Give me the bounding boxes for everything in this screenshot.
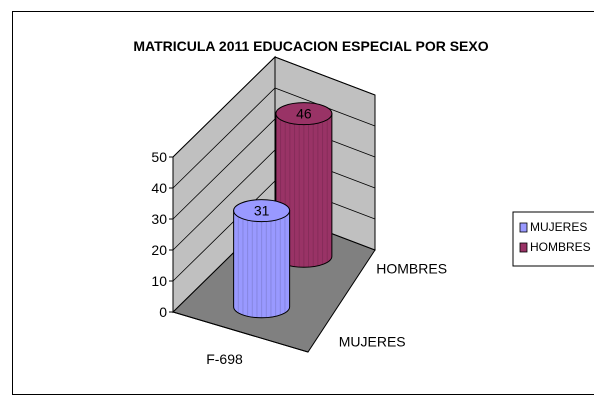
data-label-hombres: 46 [296, 106, 312, 122]
y-tick-label: 40 [151, 180, 167, 196]
legend-swatch-hombres [519, 242, 528, 253]
chart-frame: MATRICULA 2011 EDUCACION ESPECIAL POR SE… [12, 11, 594, 395]
legend-box [512, 211, 594, 267]
data-label-mujeres: 31 [254, 203, 270, 219]
cylinder-top-hombres [275, 102, 333, 126]
gridline [172, 180, 376, 282]
legend: MUJERES HOMBRES [512, 211, 594, 267]
legend-swatch-mujeres [519, 222, 528, 233]
y-tick-label: 50 [151, 149, 167, 165]
depth-label: HOMBRES [376, 261, 447, 277]
x-axis-line [172, 311, 309, 353]
legend-label-mujeres: MUJERES [530, 220, 587, 234]
depth-label: MUJERES [339, 334, 406, 350]
gridline [172, 87, 376, 189]
y-tick-label: 0 [159, 304, 167, 320]
cylinder-body-mujeres [233, 210, 291, 319]
y-tick-label: 10 [151, 273, 167, 289]
y-tick-label: 20 [151, 242, 167, 258]
cylinder-top-mujeres [233, 199, 291, 223]
chart-area: MATRICULA 2011 EDUCACION ESPECIAL POR SE… [133, 38, 594, 367]
x-tick-label: F-698 [206, 351, 243, 367]
gridline [172, 118, 376, 220]
gridline [172, 56, 376, 158]
legend-label-hombres: HOMBRES [530, 240, 591, 254]
gridline [172, 149, 376, 251]
chart-title: MATRICULA 2011 EDUCACION ESPECIAL POR SE… [133, 38, 488, 54]
plot-area: 0 10 20 30 40 50 46 31 F-698 MUJERES HOMBRES [151, 55, 447, 367]
y-tick-label: 30 [151, 211, 167, 227]
